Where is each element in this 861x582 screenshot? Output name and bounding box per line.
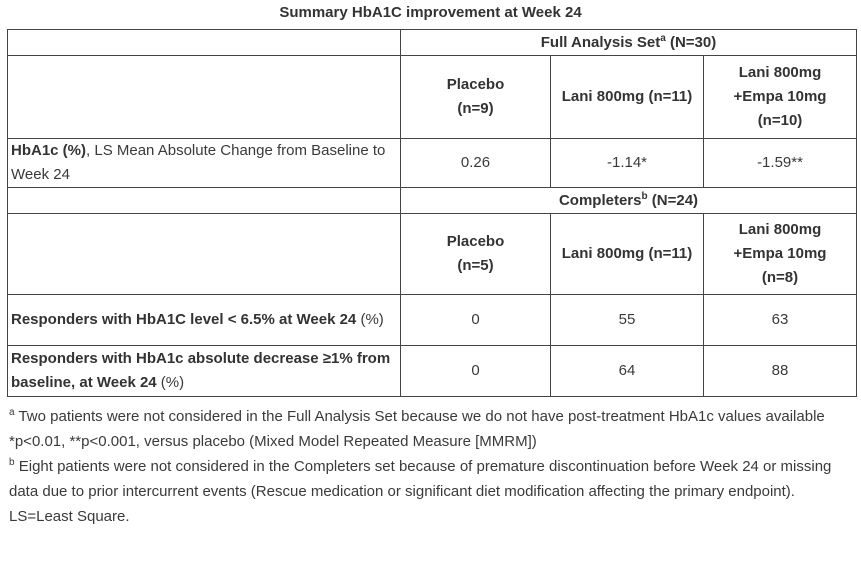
row-label: Responders with HbA1C level < 6.5% at We… [7,294,401,346]
value-cell: 63 [703,294,857,346]
completers-columns-row: Placebo (n=5) Lani 800mg (n=11) Lani 800m… [7,213,857,295]
value-cell: 88 [703,345,857,397]
col-lani: Lani 800mg (n=11) [550,213,704,295]
empty-cell [7,213,401,295]
fas-header-row: Full Analysis Seta (N=30) [7,29,857,56]
empty-cell [7,29,401,56]
value-cell: 55 [550,294,704,346]
footnotes: a Two patients were not considered in th… [9,404,859,529]
completers-header-row: Completersb (N=24) [7,187,857,214]
value-cell: 0.26 [400,138,551,188]
row-label: HbA1c (%), LS Mean Absolute Change from … [7,138,401,188]
table-row: Responders with HbA1c absolute decrease … [7,345,857,397]
fas-header: Full Analysis Seta (N=30) [400,29,857,56]
table-row: Responders with HbA1C level < 6.5% at We… [7,294,857,346]
fas-columns-row: Placebo (n=9) Lani 800mg (n=11) Lani 800m… [7,55,857,139]
value-cell: -1.14* [550,138,704,188]
value-cell: 0 [400,294,551,346]
col-lani-empa: Lani 800mg +Empa 10mg (n=10) [703,55,857,139]
row-label: Responders with HbA1c absolute decrease … [7,345,401,397]
value-cell: 64 [550,345,704,397]
footnote-a: a Two patients were not considered in th… [9,407,825,426]
table-row: HbA1c (%), LS Mean Absolute Change from … [7,138,857,188]
col-lani: Lani 800mg (n=11) [550,55,704,139]
empty-cell [7,55,401,139]
value-cell: -1.59** [703,138,857,188]
col-placebo: Placebo (n=9) [400,55,551,139]
footnote-b: b Eight patients were not considered in … [9,457,832,501]
col-placebo: Placebo (n=5) [400,213,551,295]
table-title: Summary HbA1C improvement at Week 24 [279,4,582,21]
footnote-ls: LS=Least Square. [9,508,130,525]
value-cell: 0 [400,345,551,397]
footnote-p-values: *p<0.01, **p<0.001, versus placebo (Mixe… [9,433,537,450]
col-lani-empa: Lani 800mg +Empa 10mg (n=8) [703,213,857,295]
completers-header: Completersb (N=24) [400,187,857,214]
empty-cell [7,187,401,214]
summary-table: Full Analysis Seta (N=30) Placebo (n=9) L… [7,29,857,397]
